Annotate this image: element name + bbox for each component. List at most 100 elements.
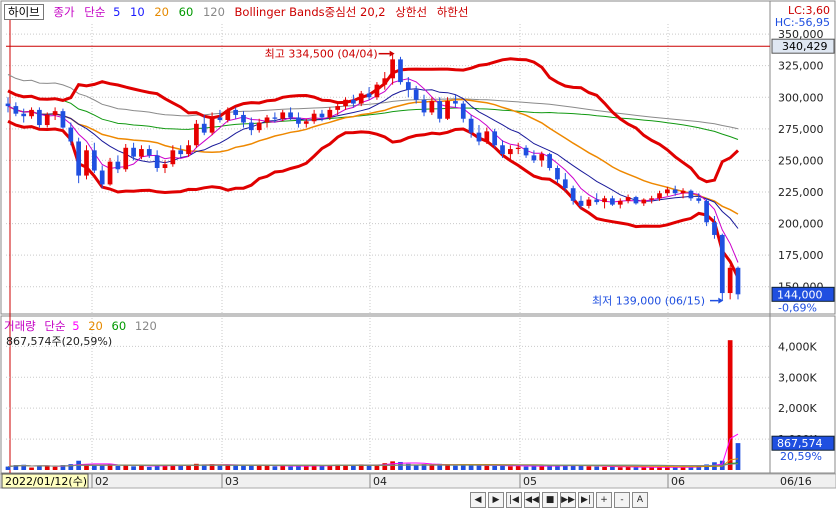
vol-ma60-label: 60 — [111, 319, 127, 333]
candle-body — [52, 111, 58, 115]
end-date-label: 06/16 — [780, 475, 812, 488]
candle-body — [225, 109, 231, 120]
price-tick-label: 300,000 — [778, 91, 824, 104]
candle-body — [484, 131, 490, 142]
volume-bar — [421, 464, 427, 470]
candle-body — [37, 109, 42, 126]
candle-body — [107, 161, 113, 185]
candle-body — [288, 112, 293, 118]
candle-body — [398, 59, 403, 83]
candle-body — [99, 170, 105, 185]
candle-body — [13, 106, 19, 114]
candle-body — [374, 84, 380, 98]
toolbar-button[interactable]: ◀◀ — [524, 492, 540, 508]
candle-body — [327, 109, 333, 118]
candle-body — [555, 168, 560, 180]
low-annotation: 최저 139,000 (06/15) — [592, 295, 705, 308]
toolbar-button[interactable]: ◀ — [470, 492, 486, 508]
candle-body — [84, 150, 89, 176]
price-legend: 하이브 종가 단순 5 10 20 60 120 Bollinger Bands… — [4, 3, 474, 21]
volume-bar — [374, 464, 380, 470]
volume-bar — [508, 466, 513, 470]
current-price-box — [771, 38, 835, 54]
bollinger-label: Bollinger Bands중심선 20,2 — [234, 5, 386, 19]
candle-body — [146, 149, 152, 156]
toolbar-button[interactable]: + — [596, 492, 612, 508]
volume-bar — [178, 465, 184, 470]
toolbar-button[interactable]: - — [614, 492, 630, 508]
candle-body — [657, 193, 662, 199]
volume-bar — [37, 465, 42, 470]
volume-bar — [610, 466, 615, 470]
candle-body — [351, 99, 356, 104]
toolbar-button[interactable]: ▶▶ — [560, 492, 576, 508]
date-tick-label: 04 — [373, 475, 387, 488]
candle-body — [429, 101, 435, 113]
volume-bar — [492, 465, 498, 470]
volume-bar — [280, 465, 286, 470]
volume-bar — [468, 465, 474, 470]
volume-bar — [586, 466, 592, 470]
candle-body — [264, 117, 270, 123]
candle-body — [335, 106, 341, 110]
volume-bar — [217, 465, 223, 470]
last-volume-value: 867,574 — [777, 437, 823, 450]
volume-bar — [500, 465, 505, 470]
volume-bar — [617, 467, 623, 470]
candle-body — [21, 113, 27, 117]
candle-body — [390, 59, 395, 79]
candle-body — [405, 82, 411, 90]
volume-bar — [233, 465, 238, 470]
volume-bar — [288, 466, 293, 470]
volume-bar — [405, 463, 411, 470]
ma5-line — [7, 78, 739, 263]
volume-bar — [29, 467, 34, 470]
volume-bar — [335, 464, 341, 470]
candle-body — [688, 190, 694, 199]
candle-body — [241, 114, 246, 123]
volume-bar — [256, 465, 262, 470]
volume-bar — [476, 465, 482, 470]
candle-body — [531, 155, 537, 161]
candle-body — [123, 147, 129, 170]
chart-toolbar: ◀ ▶ |◀ ◀◀ ■ ▶▶ ▶| + - A — [470, 490, 650, 510]
candle-body — [358, 93, 364, 104]
candle-body — [115, 161, 121, 170]
price-tick-label: 225,000 — [778, 186, 824, 199]
high-annotation: 최고 334,500 (04/04) — [265, 48, 378, 61]
volume-bar — [13, 465, 19, 470]
candle-body — [139, 149, 144, 157]
candle-body — [437, 101, 443, 119]
volume-bar — [453, 465, 458, 470]
candle-body — [500, 145, 505, 155]
last-price-box — [771, 286, 835, 302]
price-tick-label: 325,000 — [778, 60, 824, 73]
toolbar-button[interactable]: ▶ — [488, 492, 504, 508]
toolbar-button[interactable]: ■ — [542, 492, 558, 508]
candle-body — [68, 127, 74, 142]
volume-bar — [68, 464, 74, 470]
volume-bar — [382, 463, 388, 470]
volume-bar — [398, 461, 403, 470]
vol-ma20-label: 20 — [88, 319, 103, 333]
volume-bar — [657, 467, 662, 470]
candle-body — [665, 189, 670, 194]
candle-body — [617, 200, 623, 205]
volume-bar — [225, 464, 231, 470]
volume-bar — [272, 466, 278, 470]
volume-bar — [194, 463, 199, 470]
candle-body — [131, 147, 136, 157]
candle-body — [492, 131, 498, 146]
candle-body — [712, 222, 717, 235]
candle-body — [672, 189, 678, 194]
volume-bar — [429, 465, 435, 470]
toolbar-button[interactable]: |◀ — [506, 492, 522, 508]
bollinger-lower-label: 하한선 — [436, 5, 469, 19]
candle-body — [162, 164, 168, 168]
toolbar-button[interactable]: ▶| — [578, 492, 594, 508]
price-tick-label: 200,000 — [778, 218, 824, 231]
toolbar-button[interactable]: A — [632, 492, 648, 508]
stock-name[interactable]: 하이브 — [4, 4, 44, 20]
volume-bar — [99, 465, 105, 470]
bollinger-lower-line — [7, 119, 740, 279]
